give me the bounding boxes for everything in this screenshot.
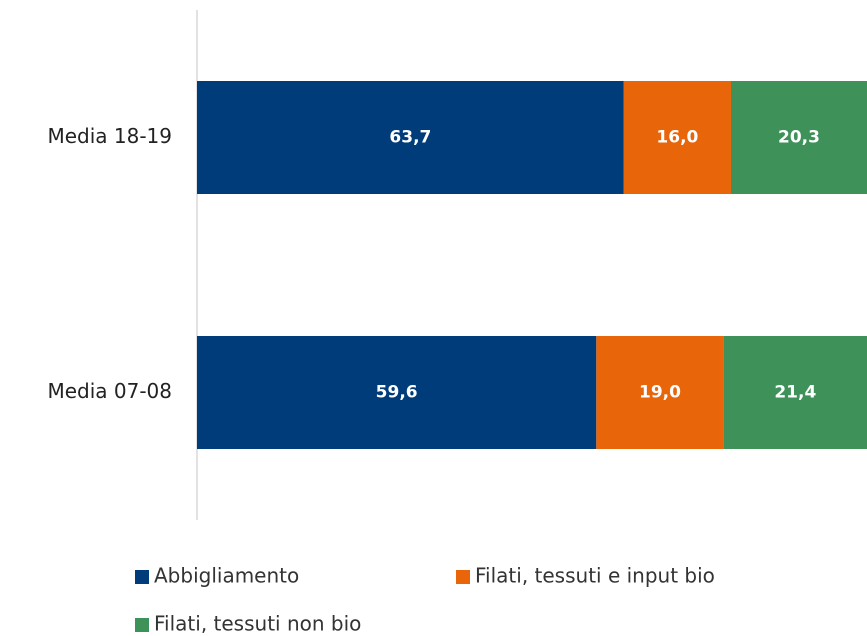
legend-label: Filati, tessuti e input bio (475, 564, 715, 588)
bar-segment (623, 81, 731, 194)
legend-swatch (135, 570, 149, 584)
data-label: 21,4 (774, 383, 816, 403)
bar-segment (730, 81, 867, 194)
legend-label: Abbigliamento (154, 564, 299, 588)
legend-swatch (456, 570, 470, 584)
data-label: 16,0 (656, 128, 698, 148)
legend-label: Filati, tessuti non bio (154, 612, 361, 636)
bar-segment (197, 81, 624, 194)
data-label: 63,7 (389, 128, 431, 148)
bar-segment (197, 336, 597, 449)
data-label: 19,0 (639, 383, 681, 403)
bar-segment (723, 336, 867, 449)
category-label: Media 18-19 (47, 124, 172, 148)
bar-segment (596, 336, 724, 449)
data-label: 59,6 (376, 383, 418, 403)
legend-swatch (135, 618, 149, 632)
category-label: Media 07-08 (47, 379, 172, 403)
data-label: 20,3 (778, 128, 820, 148)
